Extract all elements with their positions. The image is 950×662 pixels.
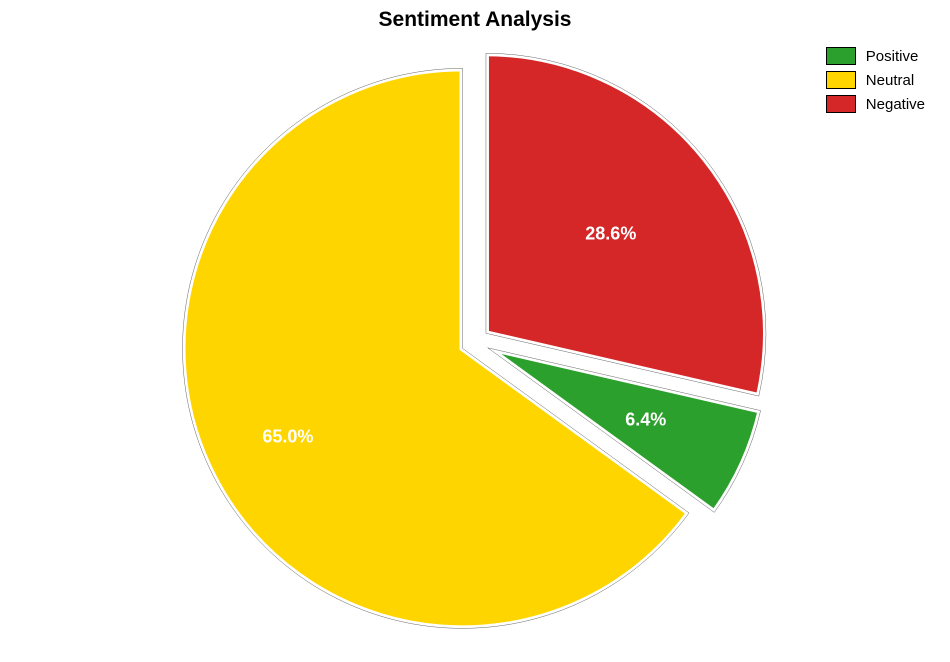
slice-label-positive: 6.4% [625,409,666,430]
legend-item-negative: Negative [826,93,925,115]
pie-chart-svg [0,0,950,662]
legend-label: Negative [866,96,925,113]
slice-label-neutral: 65.0% [262,427,313,448]
legend-item-positive: Positive [826,45,925,67]
legend-swatch [826,71,856,89]
legend-label: Neutral [866,72,914,89]
legend-swatch [826,95,856,113]
slice-label-negative: 28.6% [585,223,636,244]
legend-swatch [826,47,856,65]
legend-item-neutral: Neutral [826,69,925,91]
legend-label: Positive [866,48,919,65]
chart-container: Sentiment Analysis 28.6%6.4%65.0% Positi… [0,0,950,662]
legend: Positive Neutral Negative [826,45,925,117]
